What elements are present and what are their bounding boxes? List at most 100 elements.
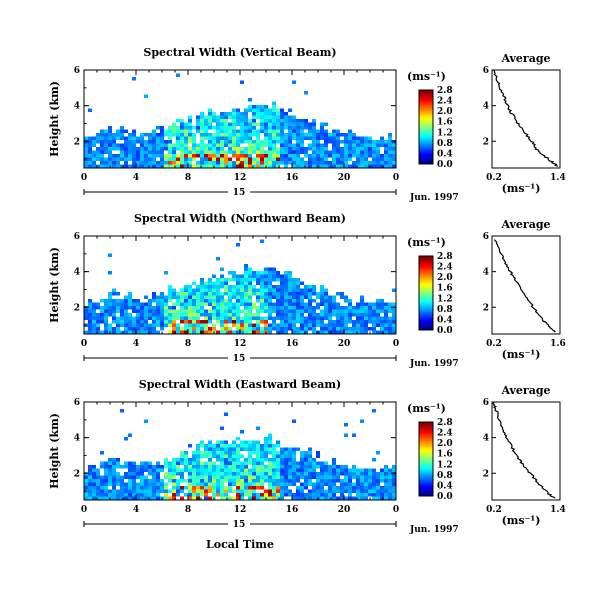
date-label: Jun. 1997 [409,193,459,203]
heatmap-cell [304,306,308,310]
heatmap-cell [268,458,272,462]
heatmap-cell [324,313,328,317]
heatmap-cell [268,330,272,334]
heatmap-cell [220,475,224,479]
heatmap-cell [252,327,256,331]
heatmap-cell [256,454,260,458]
heatmap-cell [348,299,352,303]
heatmap-cell [236,489,240,493]
heatmap-cell [264,306,268,310]
heatmap-cell [136,161,140,165]
heatmap-cell [216,157,220,161]
heatmap-cell [320,285,324,289]
average-x-tick-label: 1.6 [550,339,566,349]
heatmap-cell [352,136,356,140]
colorbar-segment [419,162,433,165]
heatmap-cell [164,493,168,497]
heatmap-cell [252,278,256,282]
heatmap-cell [240,115,244,119]
colorbar-segment [419,444,433,447]
heatmap-cell [200,465,204,469]
heatmap-cell [328,150,332,154]
heatmap-cell [216,133,220,137]
heatmap-cell [108,126,112,130]
heatmap-cell [196,496,200,500]
heatmap-cell [268,108,272,112]
heatmap-cell [224,164,228,168]
heatmap-cell [272,461,276,465]
heatmap-cell [204,302,208,306]
heatmap-cell [164,320,168,324]
heatmap-cell [188,309,192,313]
heatmap-cell [204,154,208,158]
heatmap-cell [136,468,140,472]
heatmap-cell [188,122,192,126]
heatmap-cell [220,112,224,116]
heatmap-cell [316,157,320,161]
heatmap-cell [232,482,236,486]
heatmap-cell [228,161,232,165]
heatmap-cell [356,136,360,140]
heatmap-cell [236,454,240,458]
heatmap-cell [296,306,300,310]
heatmap-cell [376,140,380,144]
heatmap-cell [296,164,300,168]
heatmap-cell [300,316,304,320]
heatmap-cell [236,475,240,479]
heatmap-cell [220,323,224,327]
heatmap-cell [272,465,276,469]
heatmap-cell [188,316,192,320]
heatmap-cell [276,479,280,483]
heatmap-cell [140,327,144,331]
heatmap-cell [272,306,276,310]
heatmap-cell [300,299,304,303]
heatmap-cell [280,115,284,119]
heatmap-cell [292,150,296,154]
heatmap-cell [116,475,120,479]
heatmap-cell [240,309,244,313]
heatmap-cell [292,451,296,455]
colorbar-segment [419,466,433,469]
heatmap-cell [364,475,368,479]
heatmap-cell [376,161,380,165]
heatmap-cell [216,278,220,282]
heatmap-cell [200,140,204,144]
heatmap-cell [188,489,192,493]
heatmap-cell [240,164,244,168]
heatmap-cell [344,433,348,437]
heatmap-cell [228,147,232,151]
heatmap-cell [204,281,208,285]
heatmap-cell [352,133,356,137]
heatmap-cell [152,313,156,317]
heatmap-cell [156,482,160,486]
heatmap-cell [148,147,152,151]
heatmap-cell [260,119,264,123]
heatmap-cell [264,493,268,497]
heatmap-cell [268,327,272,331]
heatmap-cell [184,468,188,472]
heatmap-cell [84,309,88,313]
heatmap-cell [224,133,228,137]
heatmap-cell [316,472,320,476]
heatmap-cell [132,327,136,331]
heatmap-cell [312,154,316,158]
heatmap-cell [248,468,252,472]
heatmap-cell [184,143,188,147]
heatmap-cell [240,472,244,476]
heatmap-cell [312,472,316,476]
heatmap-cell [184,461,188,465]
heatmap-cell [320,302,324,306]
heatmap-cell [236,306,240,310]
heatmap-cell [296,320,300,324]
heatmap-cell [316,489,320,493]
heatmap-cell [268,129,272,133]
heatmap-cell [252,302,256,306]
heatmap-cell [104,479,108,483]
colorbar-segment [419,459,433,462]
colorbar-segment [419,91,433,95]
heatmap-cell [348,164,352,168]
heatmap-cell [100,161,104,165]
heatmap-cell [232,136,236,140]
heatmap-cell [208,112,212,116]
heatmap-cell [348,140,352,144]
